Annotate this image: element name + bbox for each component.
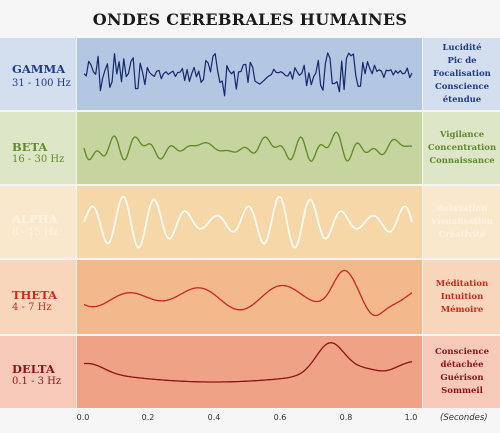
x-tick: 0.0 (76, 413, 90, 422)
delta-label-panel: DELTA 0.1 - 3 Hz (0, 336, 77, 408)
theta-frequency: 4 - 7 Hz (12, 302, 52, 313)
alpha-descriptions: Relaxation Visualisation Créativité (422, 186, 500, 258)
delta-wave (83, 342, 413, 383)
alpha-description-item: Créativité (438, 229, 486, 240)
gamma-band: GAMMA 31 - 100 Hz Lucidité Pic de Focalisa… (0, 38, 500, 110)
theta-name: THETA (12, 288, 58, 302)
delta-name: DELTA (12, 362, 55, 376)
delta-descriptions: Conscience détachée Guérison Sommeil (422, 336, 500, 408)
gamma-name: GAMMA (12, 62, 66, 76)
beta-description-item: Connaissance (429, 155, 495, 166)
beta-description-item: Concentration (427, 142, 497, 153)
theta-band: THETA 4 - 7 Hz Méditation Intuition Mémoir… (0, 260, 500, 334)
delta-band: DELTA 0.1 - 3 Hz Conscience détachée Guéri… (0, 336, 500, 408)
gamma-description-item: Pic de (447, 55, 477, 66)
x-tick: 0.6 (273, 413, 287, 422)
alpha-name: ALPHA (12, 212, 58, 226)
alpha-band: ALPHA 8 - 15 Hz Relaxation Visualisation C… (0, 186, 500, 258)
theta-descriptions: Méditation Intuition Mémoire (422, 260, 500, 334)
theta-wave (83, 269, 413, 317)
alpha-description-item: Relaxation (436, 203, 488, 214)
gamma-description-item: Lucidité (442, 42, 482, 53)
gamma-label-panel: GAMMA 31 - 100 Hz (0, 38, 77, 110)
alpha-wave (83, 195, 413, 249)
alpha-frequency: 8 - 15 Hz (12, 227, 58, 238)
beta-label-panel: BETA 16 - 30 Hz (0, 112, 77, 184)
beta-wave (83, 131, 413, 162)
gamma-descriptions: Lucidité Pic de Focalisation Conscience éten… (422, 38, 500, 110)
x-tick: 0.8 (339, 413, 353, 422)
delta-description-item: Sommeil (441, 386, 483, 396)
x-tick: 0.4 (207, 413, 221, 422)
gamma-description-item: étendue (442, 94, 482, 105)
theta-description-item: Méditation (435, 278, 489, 289)
beta-band: BETA 16 - 30 Hz Vigilance Concentration Co… (0, 112, 500, 184)
theta-description-item: Intuition (440, 291, 484, 302)
theta-label-panel: THETA 4 - 7 Hz (0, 260, 77, 334)
beta-description-item: Vigilance (439, 129, 485, 140)
beta-frequency: 16 - 30 Hz (12, 154, 65, 165)
delta-frequency: 0.1 - 3 Hz (12, 376, 62, 387)
gamma-description-item: Conscience (435, 81, 489, 92)
gamma-frequency: 31 - 100 Hz (12, 78, 71, 89)
delta-description-item: détachée (440, 360, 484, 370)
beta-descriptions: Vigilance Concentration Connaissance (422, 112, 500, 184)
page-title: ONDES CEREBRALES HUMAINES (92, 10, 408, 29)
x-tick: 1.0 (404, 413, 418, 422)
x-tick: 0.2 (141, 413, 155, 422)
alpha-description-item: Visualisation (431, 216, 493, 227)
gamma-wave (83, 52, 413, 97)
delta-description-item: Guérison (440, 373, 484, 383)
alpha-label-panel: ALPHA 8 - 15 Hz (0, 186, 77, 258)
beta-name: BETA (12, 140, 48, 154)
time-axis: 0.0 0.2 0.4 0.6 0.8 1.0 (Secondes) (0, 408, 500, 433)
delta-description-item: Conscience (435, 347, 489, 357)
gamma-description-item: Focalisation (433, 68, 491, 79)
theta-description-item: Mémoire (440, 304, 484, 315)
x-axis-unit: (Secondes) (440, 413, 488, 423)
